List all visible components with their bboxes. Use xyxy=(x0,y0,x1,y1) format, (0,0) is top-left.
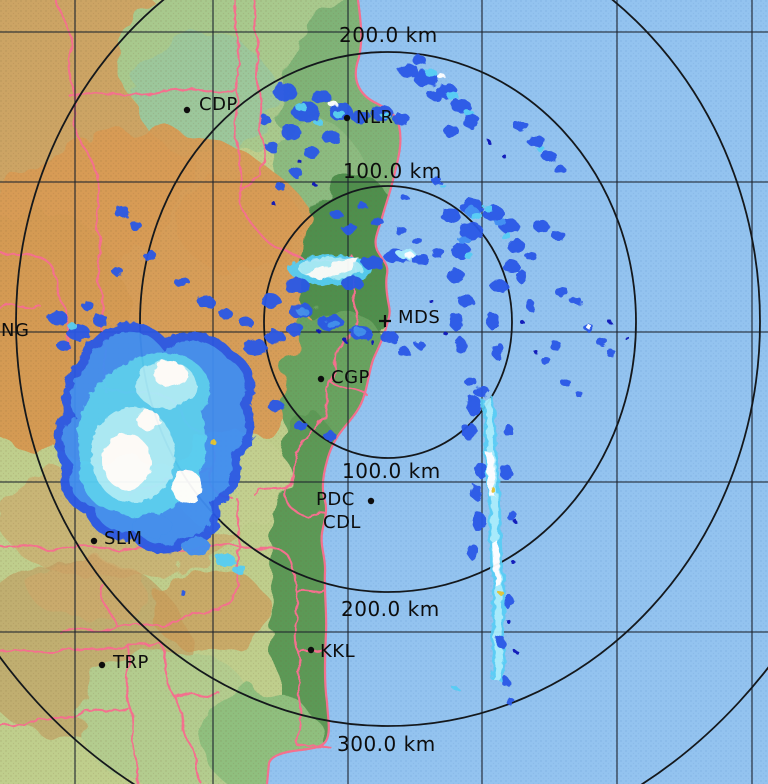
labels-layer: 200.0 km 100.0 km 100.0 km 200.0 km 300.0 km… xyxy=(1,23,442,756)
range-ring-label: 200.0 km xyxy=(339,23,438,47)
range-ring-label: 200.0 km xyxy=(341,597,440,621)
station-label-nlr: NLR xyxy=(356,107,394,128)
station-marker-mds xyxy=(379,315,391,327)
radar-echoes xyxy=(48,55,628,706)
echo-west-scatter xyxy=(48,206,336,596)
station-label-cdl: CDL xyxy=(323,512,361,533)
station-label-pdc: PDC xyxy=(316,489,355,510)
station-marker-nlr xyxy=(343,114,351,122)
echo-west-storm xyxy=(54,322,304,575)
station-marker-kkl xyxy=(307,646,315,654)
station-label-cdp: CDP xyxy=(199,94,238,115)
station-label-trp: TRP xyxy=(112,652,149,673)
range-ring-label: 100.0 km xyxy=(342,459,441,483)
station-label-kkl: KKL xyxy=(320,641,355,662)
station-label-mds: MDS xyxy=(398,307,440,328)
echo-offshore-band xyxy=(453,376,518,706)
echo-top-cluster xyxy=(399,55,565,201)
coastline-border xyxy=(265,0,402,784)
station-marker-cgp xyxy=(317,375,325,383)
station-label-cgp: CGP xyxy=(331,367,370,388)
echo-east-cluster xyxy=(430,198,628,397)
station-marker-slm xyxy=(90,537,98,545)
station-marker-cdp xyxy=(183,106,191,114)
range-ring-label: 100.0 km xyxy=(343,159,442,183)
echo-coast-streak xyxy=(261,202,445,357)
station-label-ng: NG xyxy=(1,320,29,341)
station-marker-trp xyxy=(98,661,106,669)
station-marker-pdc xyxy=(367,497,375,505)
station-label-slm: SLM xyxy=(104,528,142,549)
range-ring-label: 300.0 km xyxy=(337,732,436,756)
